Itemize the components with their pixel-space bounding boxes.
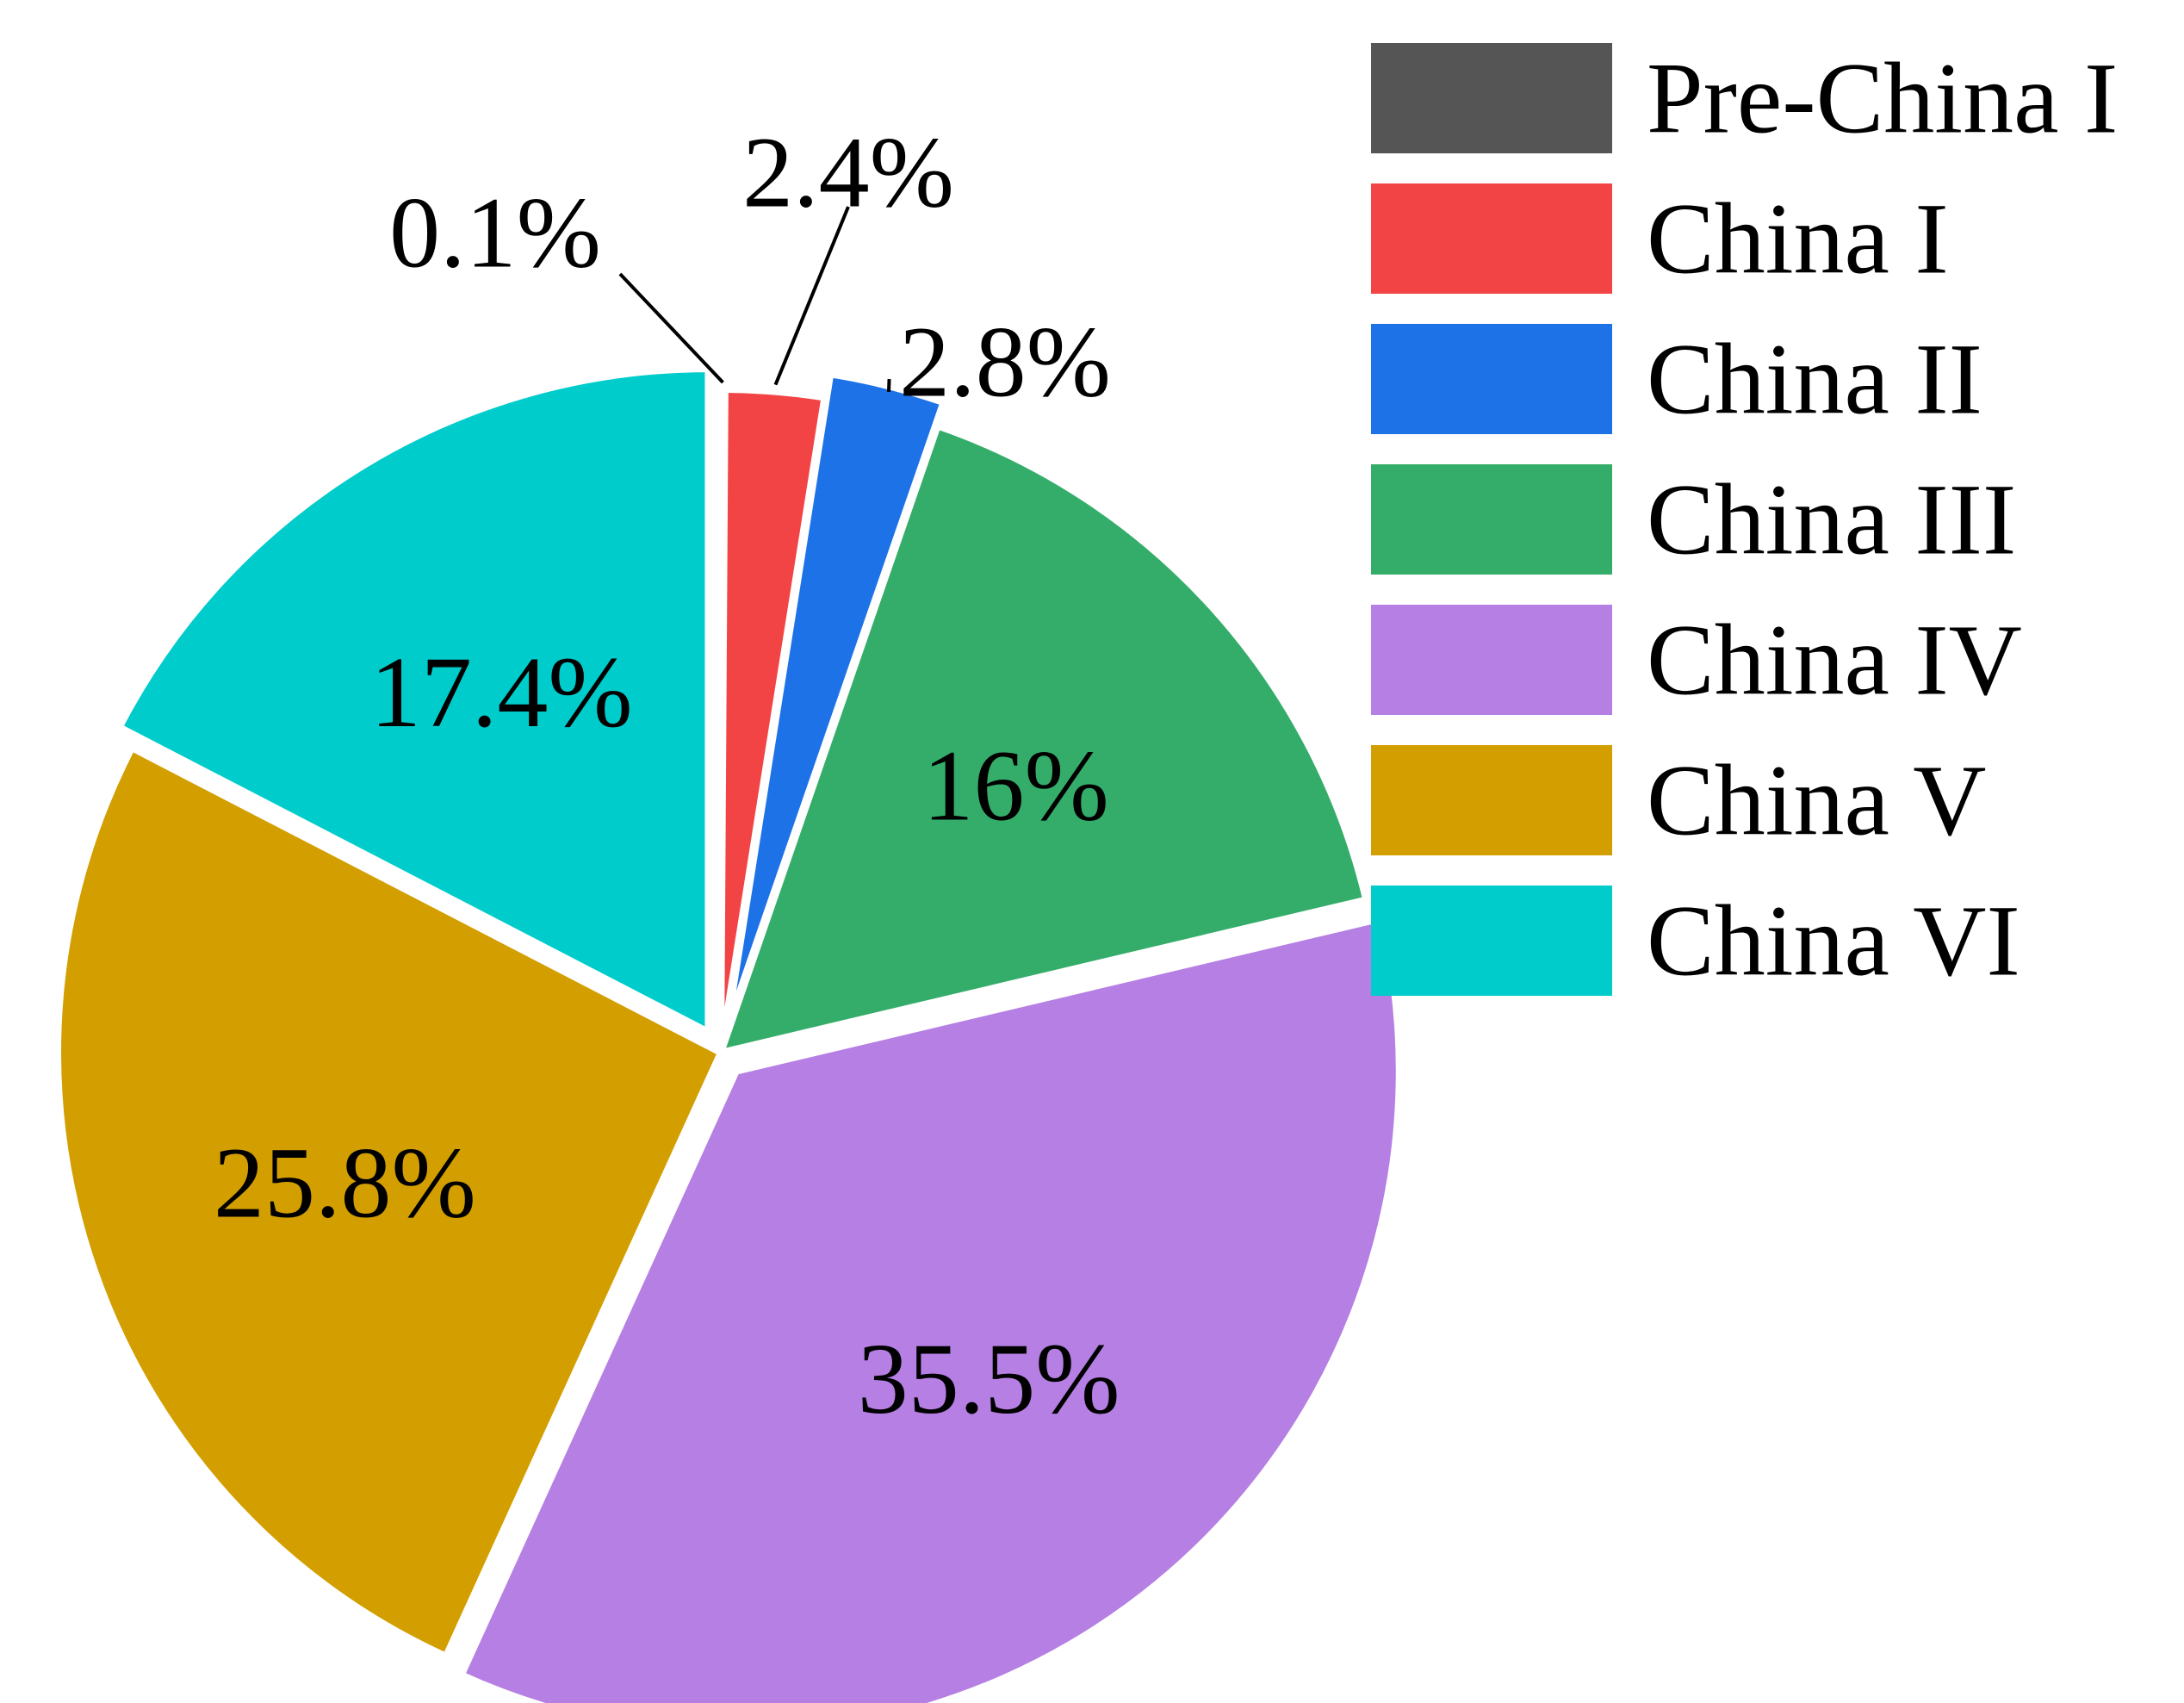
data-label-china-v: 25.8% (214, 1127, 476, 1240)
leader-line-pre-china-i (618, 272, 724, 384)
data-label-china-iii: 16% (923, 730, 1109, 842)
leader-line-china-i (773, 206, 850, 386)
legend-swatch-china-i (1371, 183, 1612, 294)
legend-label-china-vi: China VI (1647, 885, 2020, 998)
legend-label-pre-china-i: Pre-China I (1647, 42, 2118, 155)
data-label-china-vi: 17.4% (370, 636, 633, 749)
pie-slices (54, 365, 1403, 1703)
legend-label-china-v: China V (1647, 744, 1986, 857)
pie-slice-china-iii (715, 421, 1371, 1058)
legend-swatch-china-vi (1371, 886, 1612, 996)
legend: Pre-China I China I China II China III China… (1371, 42, 2118, 998)
pie-slice-china-v (54, 743, 726, 1662)
legend-swatch-china-ii (1371, 324, 1612, 434)
data-label-china-iv: 35.5% (858, 1322, 1120, 1435)
data-labels: 0.1% 2.4% 2.8% 16% 35.5% 25.8% 17.4% (214, 116, 1120, 1436)
pie-slice-china-iv (456, 914, 1403, 1703)
legend-label-china-iii: China III (1647, 463, 2016, 576)
legend-label-china-i: China I (1647, 183, 1949, 295)
legend-label-china-ii: China II (1647, 323, 1982, 436)
data-label-china-i: 2.4% (742, 116, 954, 229)
data-label-china-ii: 2.8% (899, 306, 1111, 419)
leader-line-china-ii (887, 379, 891, 393)
data-label-pre-china-i: 0.1% (389, 177, 601, 289)
legend-swatch-china-v (1371, 745, 1612, 855)
leader-lines (618, 206, 891, 393)
legend-swatch-china-iv (1371, 605, 1612, 715)
legend-swatch-pre-china-i (1371, 43, 1612, 153)
legend-label-china-iv: China IV (1647, 604, 2022, 717)
pie-slice-china-vi (115, 365, 712, 1038)
legend-swatch-china-iii (1371, 464, 1612, 575)
